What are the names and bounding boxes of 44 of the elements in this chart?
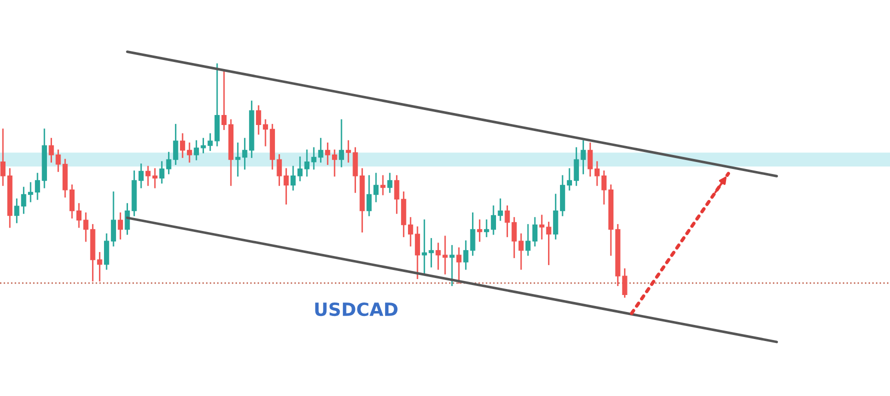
candlestick	[366, 175, 372, 216]
candlestick	[297, 156, 303, 182]
candlestick	[221, 70, 227, 130]
candlestick	[34, 172, 40, 200]
candlestick	[256, 105, 262, 135]
candlestick	[0, 128, 6, 186]
candlestick	[477, 219, 482, 242]
candlestick	[449, 245, 455, 286]
candlestick	[525, 224, 531, 256]
candlestick	[498, 198, 503, 221]
candlestick	[76, 203, 82, 228]
candlestick	[325, 142, 330, 165]
candlestick	[518, 233, 524, 270]
candlestick	[180, 133, 186, 158]
candlestick	[152, 168, 158, 188]
candlestick	[490, 205, 496, 235]
candlestick	[262, 119, 268, 146]
candlestick	[304, 150, 310, 177]
candlestick	[408, 217, 414, 246]
candlestick	[145, 166, 151, 186]
candlestick	[456, 247, 462, 284]
candlestick	[186, 142, 192, 163]
candlestick	[380, 175, 386, 196]
candlestick	[290, 166, 296, 191]
candlestick	[373, 172, 379, 202]
candlestick	[532, 217, 538, 246]
candlestick	[414, 226, 420, 280]
candlestick	[553, 194, 558, 240]
candlestick	[594, 161, 600, 186]
candlestick	[28, 182, 34, 202]
candlestick	[436, 242, 441, 270]
candlestick	[442, 236, 448, 274]
candlestick	[118, 212, 123, 240]
candlestick	[69, 184, 75, 218]
candlestick	[588, 142, 593, 177]
candlestick	[338, 119, 344, 168]
candlestick	[110, 191, 116, 246]
text: USDCAD	[315, 302, 398, 316]
candlestick	[484, 219, 490, 238]
candlestick	[387, 172, 392, 193]
candlestick	[104, 233, 110, 270]
candlestick	[566, 168, 572, 191]
candlestick	[332, 150, 338, 177]
candlestick	[601, 170, 607, 205]
